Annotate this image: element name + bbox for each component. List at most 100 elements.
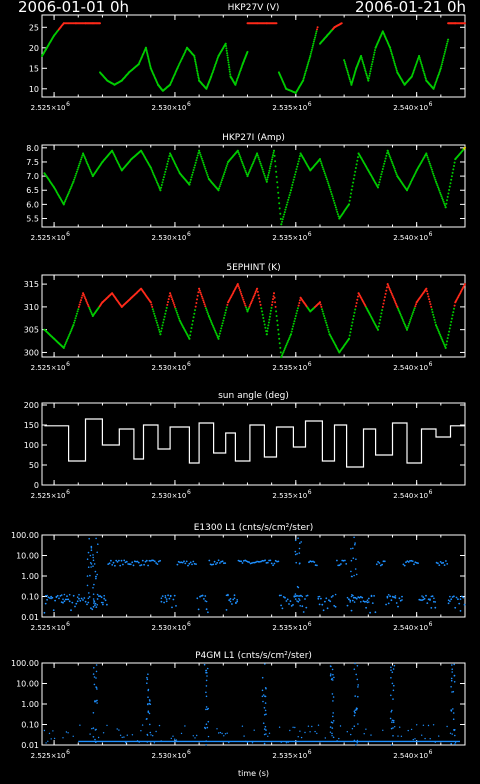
data-point [262,317,265,319]
data-point [435,180,437,183]
data-point [67,598,70,601]
data-point [206,173,209,176]
data-point [454,742,457,744]
data-point [259,162,262,165]
data-point [209,318,212,321]
data-point [167,301,169,303]
data-point [264,725,267,728]
data-point [223,317,225,319]
data-point [317,724,320,726]
data-point [50,597,52,600]
data-point [438,735,440,737]
data-point [390,52,393,55]
data-point [308,58,311,61]
data-point [166,303,169,306]
data-point [383,160,386,163]
data-point [202,301,205,304]
data-point [225,609,228,611]
data-point [401,595,403,598]
data-point [198,149,201,152]
x-tick-exponent: 6 [187,749,191,756]
x-tick-label: 2.525×10 [31,234,66,242]
data-point [442,561,445,564]
data-point [286,598,289,601]
data-point [382,560,385,563]
data-point [272,564,274,567]
data-point [147,564,150,567]
data-point [196,69,198,72]
data-point [202,161,205,164]
data-point [249,168,252,171]
x-tick-label: 2.530×10 [152,104,187,112]
data-point [80,156,83,159]
data-point [390,158,393,161]
data-point [302,611,305,613]
data-point [311,725,313,728]
data-point [321,310,324,313]
data-point [409,560,411,562]
x-tick-label: 2.535×10 [272,624,307,632]
data-point [438,332,441,335]
data-point [377,186,379,189]
data-point [297,736,299,738]
data-point [95,728,97,731]
data-point [357,295,359,298]
data-point [114,564,116,567]
data-point [392,668,395,670]
data-point [447,333,450,336]
data-point [270,306,273,309]
data-point [311,46,314,49]
data-point [356,159,359,162]
data-point [392,164,395,167]
data-point [181,561,184,564]
data-point [219,330,222,332]
data-point [263,733,266,736]
data-point [188,183,191,186]
data-point [167,160,169,163]
data-point [281,218,284,221]
data-point [43,729,46,732]
data-point [87,305,90,308]
data-point [116,728,118,730]
x-tick-exponent: 6 [66,749,70,756]
data-point [240,294,243,297]
data-point [263,174,266,177]
data-point [290,605,293,607]
data-point [439,335,442,338]
x-tick-label: 2.540×10 [393,104,428,112]
data-point [151,169,154,172]
data-point [457,598,459,601]
data-point [382,729,384,731]
data-point [368,72,371,75]
data-point [153,742,156,744]
data-point [294,315,297,317]
data-point [254,157,257,160]
data-point [148,559,151,562]
data-point [350,547,352,550]
data-point [206,311,209,314]
data-point [223,562,225,565]
data-point [225,47,228,50]
data-point [289,729,291,732]
data-point [183,52,186,55]
data-point [73,178,76,181]
data-point [261,310,263,313]
data-point [354,543,356,546]
data-point [296,163,299,165]
data-point [292,181,294,184]
data-point [346,596,349,599]
x-tick-label: 2.530×10 [152,234,187,242]
data-point [318,595,321,598]
data-point [250,165,253,168]
data-point [322,168,325,171]
panel-frame [41,274,466,358]
data-point [173,594,176,597]
x-tick-exponent: 6 [187,361,191,368]
data-point [344,64,347,67]
data-point [395,69,398,72]
data-point [304,72,307,75]
data-point [205,669,207,672]
data-point [326,180,329,183]
data-point [346,69,349,72]
data-point [366,601,369,604]
